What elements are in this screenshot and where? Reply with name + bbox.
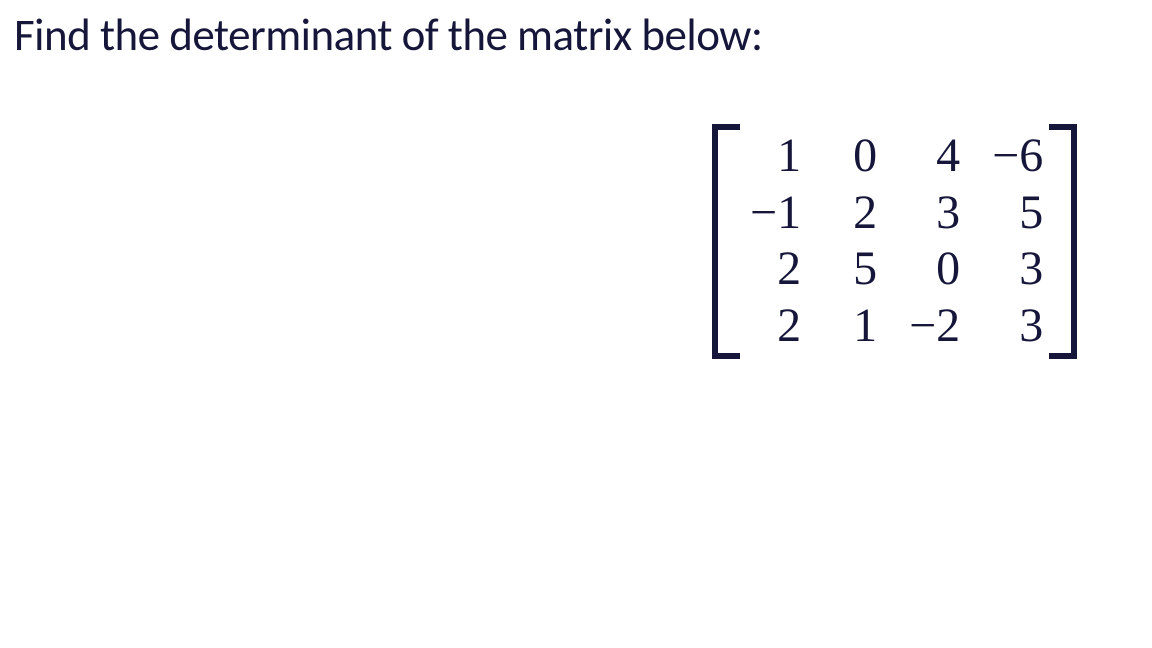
matrix-cell: 0 xyxy=(893,241,976,298)
matrix-cell: 5 xyxy=(976,185,1059,242)
matrix-row: 2 1 −2 3 xyxy=(734,298,1059,355)
matrix-cell: 3 xyxy=(976,241,1059,298)
matrix-cell: 1 xyxy=(817,298,893,355)
matrix-cell: −2 xyxy=(893,298,976,355)
left-bracket-icon xyxy=(712,124,728,359)
matrix-cell: 4 xyxy=(893,128,976,185)
matrix: 1 0 4 −6 −1 2 3 5 2 5 0 3 xyxy=(712,124,1077,359)
matrix-row: 2 5 0 3 xyxy=(734,241,1059,298)
matrix-cell: −1 xyxy=(734,185,817,242)
matrix-row: −1 2 3 5 xyxy=(734,185,1059,242)
question-prompt: Find the determinant of the matrix below… xyxy=(14,8,1152,63)
matrix-cell: 2 xyxy=(817,185,893,242)
matrix-grid: 1 0 4 −6 −1 2 3 5 2 5 0 3 xyxy=(734,128,1059,355)
page: Find the determinant of the matrix below… xyxy=(0,0,1152,648)
matrix-cell: 3 xyxy=(893,185,976,242)
matrix-row: 1 0 4 −6 xyxy=(734,128,1059,185)
matrix-cell: 1 xyxy=(734,128,817,185)
matrix-cell: 5 xyxy=(817,241,893,298)
matrix-cell: −6 xyxy=(976,128,1059,185)
matrix-cell: 2 xyxy=(734,298,817,355)
matrix-cell: 3 xyxy=(976,298,1059,355)
matrix-cell: 0 xyxy=(817,128,893,185)
matrix-cell: 2 xyxy=(734,241,817,298)
matrix-region: 1 0 4 −6 −1 2 3 5 2 5 0 3 xyxy=(712,124,1077,364)
right-bracket-icon xyxy=(1061,124,1077,359)
